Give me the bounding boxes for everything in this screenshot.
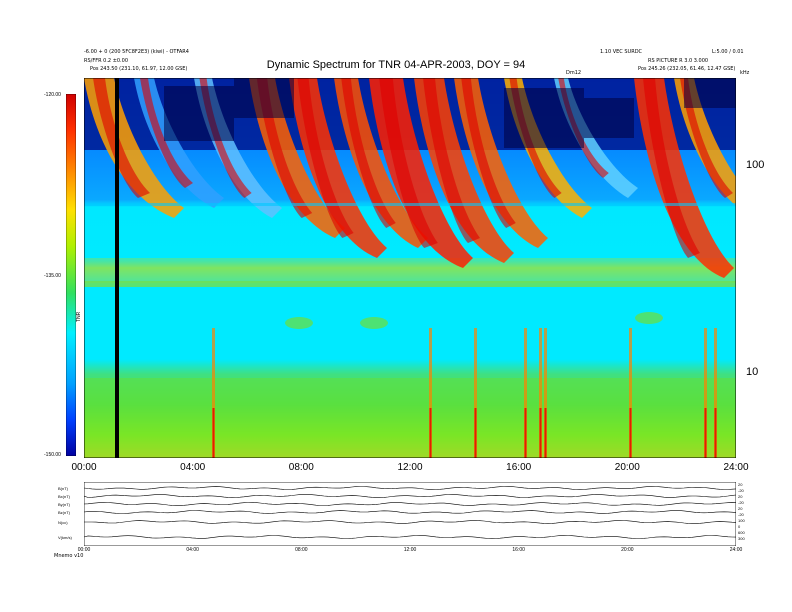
xtick-3: 12:00 bbox=[397, 462, 423, 473]
colorbar-tick-top: -120.00 bbox=[44, 92, 61, 98]
xtick-6: 24:00 bbox=[723, 462, 749, 473]
vertical-spike bbox=[714, 328, 717, 458]
lower-band-green bbox=[84, 378, 736, 458]
xtick-4: 16:00 bbox=[506, 462, 532, 473]
burst-core bbox=[643, 78, 700, 258]
lower-panel-trace bbox=[84, 535, 736, 539]
burst-core bbox=[297, 78, 354, 238]
lower-panel bbox=[84, 482, 736, 546]
vertical-spike bbox=[704, 328, 707, 458]
burst-core bbox=[140, 78, 193, 188]
header-left-line3: Pos 243.50 (231.10, 61.97, 12.00 GSE) bbox=[90, 66, 188, 72]
colorbar bbox=[66, 94, 76, 456]
ytick-100: 100 bbox=[746, 159, 765, 171]
spike-core bbox=[539, 408, 542, 458]
lower-panel-row-label: Bz(nT) bbox=[58, 510, 70, 515]
spike-core bbox=[544, 408, 547, 458]
dark-patch bbox=[584, 98, 634, 138]
dark-patch bbox=[504, 88, 584, 148]
vertical-spike bbox=[212, 328, 215, 458]
lower-panel-trace bbox=[84, 510, 736, 514]
xtick-2: 08:00 bbox=[288, 462, 314, 473]
lower-panel-row-label: B(nT) bbox=[58, 486, 68, 491]
green-bump bbox=[635, 312, 663, 324]
lower-panel-x-tick: 20:00 bbox=[621, 547, 634, 553]
dark-patch bbox=[234, 78, 294, 118]
green-bump bbox=[360, 317, 388, 329]
lower-panel-x-tick: 12:00 bbox=[403, 547, 417, 553]
lower-panel-right-tick: 100 bbox=[738, 518, 745, 523]
spike-core bbox=[429, 408, 432, 458]
burst-core bbox=[461, 78, 516, 228]
lower-panel-right-tick: -20 bbox=[738, 488, 744, 493]
lower-panel-row-label: By(nT) bbox=[58, 502, 70, 507]
lower-panel-right-tick: 0 bbox=[738, 524, 741, 529]
burst-core bbox=[93, 78, 150, 198]
mid-band-green bbox=[84, 258, 736, 283]
burst-core bbox=[379, 78, 438, 248]
spike-core bbox=[629, 408, 632, 458]
lower-panel-right-tick: -20 bbox=[738, 500, 744, 505]
lower-panel-x-tick: 24:00 bbox=[729, 547, 743, 553]
vertical-spike bbox=[544, 328, 547, 458]
spike-core bbox=[524, 408, 527, 458]
colorbar-tick-bottom: -150.00 bbox=[44, 452, 61, 458]
y-unit: kHz bbox=[740, 70, 750, 76]
vertical-spike bbox=[474, 328, 477, 458]
spike-core bbox=[212, 408, 215, 458]
ytick-10: 10 bbox=[746, 366, 759, 378]
lower-panel-right-tick: 300 bbox=[738, 536, 745, 541]
lower-panel-right-tick: 20 bbox=[738, 494, 743, 499]
marker-label: Dm12 bbox=[566, 70, 582, 76]
spike-core bbox=[704, 408, 707, 458]
colorbar-tick-mid: -135.00 bbox=[44, 273, 61, 279]
lower-panel-right-tick: -20 bbox=[738, 512, 744, 517]
vertical-spike bbox=[629, 328, 632, 458]
band-edge bbox=[84, 203, 736, 206]
vertical-spike bbox=[539, 328, 542, 458]
lower-panel-x-tick: 08:00 bbox=[295, 547, 308, 553]
xtick-1: 04:00 bbox=[180, 462, 206, 473]
colorbar-label: TNR bbox=[76, 311, 82, 322]
lower-panel-right-tick: 20 bbox=[738, 506, 743, 511]
lower-panel-trace bbox=[84, 486, 736, 490]
header-left-line2: RS/FFR 0.2 ±0.00 bbox=[84, 58, 129, 64]
lower-panel-right-tick: 600 bbox=[738, 530, 745, 535]
header-left-line1: -6.00 + 0 (200 5FC8F2E3) (kiwi) - OTFAR4 bbox=[84, 49, 189, 55]
data-gap-line bbox=[115, 78, 119, 458]
noise-band bbox=[84, 281, 736, 287]
xtick-0: 00:00 bbox=[71, 462, 97, 473]
burst-streak bbox=[334, 78, 428, 248]
lower-panel-right-tick: 20 bbox=[738, 482, 743, 487]
burst-streak bbox=[134, 78, 224, 208]
lower-panel-trace bbox=[84, 520, 736, 524]
header-right-corner: L:5.00 / 0.01 bbox=[712, 49, 744, 55]
spectrogram bbox=[84, 78, 736, 458]
lower-panel-trace bbox=[84, 494, 736, 498]
header-right-line1: 1.10 VEC SURDC bbox=[600, 49, 643, 55]
lower-panel-x-tick: 04:00 bbox=[186, 547, 199, 553]
vertical-spike bbox=[524, 328, 527, 458]
lower-panel-x-tick: 16:00 bbox=[512, 547, 525, 553]
chart-title: Dynamic Spectrum for TNR 04-APR-2003, DO… bbox=[266, 59, 526, 71]
dark-patch bbox=[164, 86, 234, 141]
vertical-spike bbox=[429, 328, 432, 458]
header-right-line2: RS PICTURE R 3.0 3.000 bbox=[648, 58, 709, 64]
dark-patch bbox=[684, 78, 736, 108]
lower-panel-row-label: N(cc) bbox=[58, 520, 68, 525]
lower-panel-row-label: V(km/s) bbox=[58, 535, 72, 540]
xtick-5: 20:00 bbox=[614, 462, 640, 473]
lower-panel-row-label: Bx(nT) bbox=[58, 494, 70, 499]
burst-core bbox=[341, 78, 396, 228]
spike-core bbox=[714, 408, 717, 458]
lower-panel-trace bbox=[84, 502, 736, 506]
burst-streak bbox=[454, 78, 548, 248]
spike-core bbox=[474, 408, 477, 458]
footer-label: Mnemo v10 bbox=[54, 553, 84, 559]
lower-panel-x-tick: 00:00 bbox=[77, 547, 91, 553]
burst-core bbox=[423, 78, 480, 243]
header-right-line3: Pos 245.26 (232.05, 61.46, 12.47 GSE) bbox=[638, 66, 736, 72]
green-bump bbox=[285, 317, 313, 329]
